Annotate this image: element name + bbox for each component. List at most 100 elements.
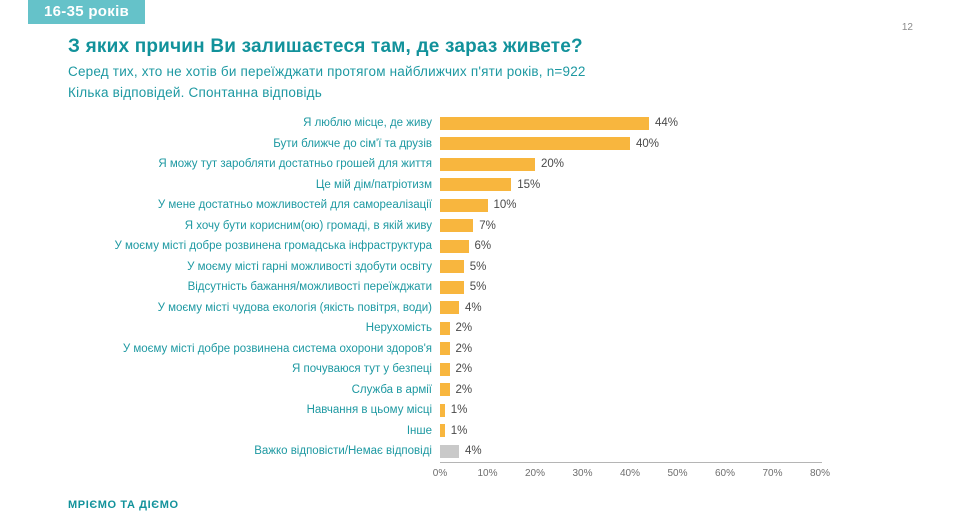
bar — [440, 342, 450, 356]
chart-row: У мене достатньо можливостей для самореа… — [68, 195, 908, 216]
bar-track: 2% — [440, 342, 820, 356]
value-label: 4% — [465, 301, 482, 314]
chart-row: Навчання в цьому місці 1% — [68, 400, 908, 421]
value-label: 40% — [636, 137, 660, 150]
value-label: 2% — [455, 383, 473, 396]
bar — [440, 444, 459, 458]
bar — [440, 321, 450, 335]
value-label: 2% — [455, 342, 473, 355]
category-label: У моєму місті чудова екологія (якість по… — [157, 301, 432, 314]
bar — [440, 137, 630, 151]
bar-track: 44% — [440, 116, 820, 130]
bar-track: 1% — [440, 424, 820, 438]
category-label: Важко відповісти/Немає відповіді — [254, 445, 432, 458]
category-label: Відсутність бажання/можливості переїжджа… — [187, 281, 432, 294]
bar — [440, 116, 649, 130]
axis-tick-label: 10% — [477, 467, 498, 479]
category-label: Бути ближче до сім'ї та друзів — [273, 137, 432, 150]
chart-title: З яких причин Ви залишаєтеся там, де зар… — [68, 36, 583, 57]
bar-track: 2% — [440, 321, 820, 335]
bar-chart: Я люблю місце, де живу 44% Бути ближче до … — [68, 113, 908, 483]
bar-track: 6% — [440, 239, 820, 253]
category-label: Я люблю місце, де живу — [303, 117, 432, 130]
value-label: 1% — [450, 424, 468, 437]
chart-row: Бути ближче до сім'ї та друзів 40% — [68, 134, 908, 155]
bar — [440, 383, 450, 397]
bar-track: 7% — [440, 219, 820, 233]
axis-tick-label: 0% — [432, 467, 448, 479]
axis-tick-label: 70% — [762, 467, 783, 479]
category-label: Я почуваюся тут у безпеці — [292, 363, 432, 376]
age-group-badge: 16-35 років — [28, 0, 146, 24]
chart-row: У моєму місті добре розвинена громадська… — [68, 236, 908, 257]
chart-row: Служба в армії 2% — [68, 380, 908, 401]
value-label: 20% — [541, 158, 565, 171]
bar-track: 4% — [440, 444, 820, 458]
category-label: У моєму місті добре розвинена громадська… — [114, 240, 433, 253]
category-label: Я можу тут заробляти достатньо грошей дл… — [158, 158, 432, 171]
chart-row: У моєму місті чудова екологія (якість по… — [68, 298, 908, 319]
bar-track: 10% — [440, 198, 820, 212]
value-label: 15% — [517, 178, 541, 191]
chart-row: Це мій дім/патріотизм 15% — [68, 175, 908, 196]
value-label: 44% — [655, 117, 679, 130]
bar-track: 2% — [440, 362, 820, 376]
value-label: 2% — [455, 322, 473, 335]
bar — [440, 178, 512, 192]
value-label: 2% — [455, 363, 473, 376]
chart-row: Я люблю місце, де живу 44% — [68, 113, 908, 134]
chart-row: Нерухомість 2% — [68, 318, 908, 339]
chart-row: Інше 1% — [68, 421, 908, 442]
brand-logo-text: МРІЄМО ТА ДІЄМО — [68, 499, 179, 511]
bar-track: 20% — [440, 157, 820, 171]
category-label: Служба в армії — [351, 383, 432, 396]
chart-row: Я можу тут заробляти достатньо грошей дл… — [68, 154, 908, 175]
page-number: 12 — [901, 22, 913, 33]
bar — [440, 239, 469, 253]
category-label: Це мій дім/патріотизм — [315, 178, 432, 191]
chart-row: Важко відповісти/Немає відповіді 4% — [68, 441, 908, 462]
value-label: 7% — [479, 219, 496, 232]
bar-track: 5% — [440, 260, 820, 274]
bar — [440, 198, 488, 212]
x-axis: 0% 10% 20% 30% 40% 50% 60% 70% 80% — [433, 463, 830, 483]
chart-subtitle-line1: Серед тих, хто не хотів би переїжджати п… — [68, 64, 586, 79]
chart-row: Я хочу бути корисним(ою) громаді, в якій… — [68, 216, 908, 237]
category-label: Нерухомість — [365, 322, 432, 335]
axis-tick-label: 80% — [809, 467, 831, 479]
axis-tick-label: 50% — [667, 467, 688, 479]
chart-row: У моєму місті гарні можливості здобути о… — [68, 257, 908, 278]
bar — [440, 403, 445, 417]
value-label: 6% — [474, 240, 492, 253]
bar — [440, 301, 459, 315]
category-label: У моєму місті гарні можливості здобути о… — [187, 260, 432, 273]
bar — [440, 280, 464, 294]
bar-track: 4% — [440, 301, 820, 315]
chart-row: Я почуваюся тут у безпеці 2% — [68, 359, 908, 380]
bar-track: 15% — [440, 178, 820, 192]
axis-tick-label: 60% — [714, 467, 736, 479]
bar — [440, 424, 445, 438]
bar-track: 5% — [440, 280, 820, 294]
chart-subtitle-line2: Кілька відповідей. Спонтанна відповідь — [68, 85, 322, 100]
chart-row: Відсутність бажання/можливості переїжджа… — [68, 277, 908, 298]
category-label: У мене достатньо можливостей для самореа… — [157, 199, 432, 212]
category-label: Я хочу бути корисним(ою) громаді, в якій… — [184, 219, 432, 232]
x-axis-line — [440, 461, 822, 463]
bar-track: 1% — [440, 403, 820, 417]
axis-tick-label: 40% — [619, 467, 641, 479]
bar — [440, 260, 464, 274]
bar — [440, 157, 535, 171]
category-label: Інше — [406, 424, 432, 437]
chart-rows: Я люблю місце, де живу 44% Бути ближче до … — [68, 113, 908, 462]
value-label: 1% — [450, 404, 468, 417]
axis-tick-label: 20% — [524, 467, 546, 479]
value-label: 5% — [469, 281, 487, 294]
slide-content: З яких причин Ви залишаєтеся там, де зар… — [68, 36, 908, 483]
axis-tick-label: 30% — [572, 467, 593, 479]
chart-row: У моєму місті добре розвинена система ох… — [68, 339, 908, 360]
bar — [440, 219, 474, 233]
bar-track: 2% — [440, 383, 820, 397]
value-label: 10% — [493, 199, 517, 212]
